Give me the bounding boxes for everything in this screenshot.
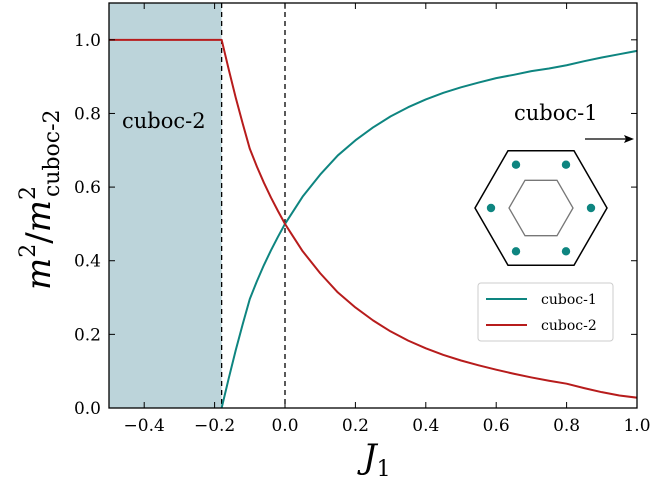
inner-hexagon	[508, 179, 574, 237]
y-axis-title-sup: 2	[16, 244, 41, 258]
plot-frame	[108, 2, 638, 409]
outer-hexagon	[474, 150, 608, 266]
x-axis-title-subscript: 1	[377, 457, 391, 477]
legend-frame	[477, 282, 614, 342]
inset-schematic	[474, 150, 608, 266]
shaded-region-label: cuboc-2	[122, 109, 206, 133]
inset-dot	[511, 160, 521, 169]
inset-dot	[511, 247, 521, 256]
y-axis-title-slash: /	[19, 232, 59, 244]
inset-dot	[586, 203, 596, 213]
right-arrow	[585, 135, 634, 143]
plot-area	[108, 2, 638, 409]
shaded-region	[109, 3, 222, 408]
legend-label-cuboc-1: cuboc-1	[541, 292, 597, 308]
y-tick-label: 0.8	[74, 104, 101, 124]
x-axis-title: J1	[357, 437, 391, 477]
y-axis-title-sub-2: cuboc-2	[40, 109, 65, 197]
ticks: −0.4 −0.2 0.0 0.2 0.4 0.6 0.8 1.0 0.0 0.2 0.4 0.6 0.…	[74, 3, 651, 436]
y-tick-label: 0.6	[74, 178, 101, 198]
legend: cuboc-1 cuboc-2	[477, 282, 614, 342]
series-line-cuboc-2	[109, 38, 638, 399]
y-axis-title-sup-2: 2	[16, 186, 41, 200]
y-tick-label: 0.4	[74, 252, 101, 272]
y-axis-title: m2/m2cuboc-2	[16, 109, 65, 290]
inset-dot	[486, 203, 496, 213]
y-axis-title-main-2: m	[19, 200, 59, 232]
x-axis-title-main: J	[357, 437, 379, 477]
inset-dot	[561, 247, 571, 256]
y-axis-title-main: m	[19, 258, 59, 290]
x-tick-label: −0.4	[124, 416, 165, 436]
series-line-cuboc-1	[220, 49, 638, 409]
x-tick-label: 0.0	[271, 416, 298, 436]
y-tick-label: 0.2	[74, 325, 101, 345]
right-annotation-label: cuboc-1	[514, 101, 598, 125]
x-tick-label: 1.0	[623, 416, 650, 436]
legend-label-cuboc-2: cuboc-2	[541, 318, 597, 334]
x-tick-label: 0.2	[342, 416, 369, 436]
x-tick-label: −0.2	[194, 416, 235, 436]
y-tick-label: 1.0	[74, 31, 101, 51]
inset-dot	[561, 160, 571, 169]
x-tick-label: 0.6	[483, 416, 510, 436]
y-tick-label: 0.0	[74, 399, 101, 419]
x-tick-label: 0.4	[412, 416, 439, 436]
x-tick-label: 0.8	[553, 416, 580, 436]
